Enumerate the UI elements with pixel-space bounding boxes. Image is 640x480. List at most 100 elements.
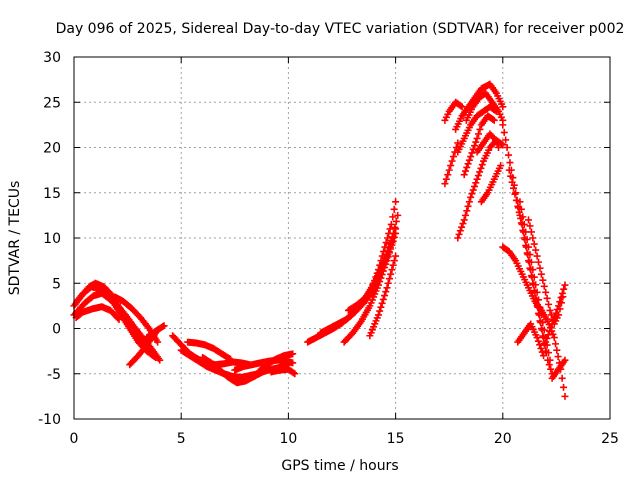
data-point-marker (387, 270, 395, 278)
data-point-marker (290, 369, 298, 377)
y-tick-label: 20 (43, 141, 61, 157)
data-point-marker (508, 178, 516, 186)
data-point (392, 229, 400, 237)
data-point-marker (384, 279, 392, 287)
data-point-marker (530, 240, 538, 248)
data-point-marker (448, 157, 456, 165)
data-arc (542, 281, 569, 346)
data-arc (548, 356, 569, 382)
data-point (499, 141, 507, 149)
data-point (561, 356, 569, 364)
data-point-marker (557, 294, 565, 302)
data-point (555, 302, 563, 310)
data-point-marker (558, 289, 566, 297)
data-point-marker (381, 292, 389, 300)
data-point-marker (442, 175, 450, 183)
data-point-marker (543, 294, 551, 302)
data-point-marker (382, 260, 390, 268)
data-point-marker (385, 229, 393, 237)
data-point-marker (461, 211, 469, 219)
data-point (441, 180, 449, 188)
data-point-marker (547, 324, 555, 332)
data-point-marker (554, 353, 562, 361)
data-point-marker (457, 102, 465, 110)
data-point (460, 171, 468, 179)
data-point-marker (545, 349, 553, 357)
data-point (374, 281, 382, 289)
data-point (370, 284, 378, 292)
data-point (529, 234, 537, 242)
x-tick-label: 15 (387, 431, 405, 447)
data-point (392, 198, 400, 206)
data-point-marker (465, 198, 473, 206)
data-point-marker (373, 269, 381, 277)
data-point (520, 220, 528, 228)
data-point-marker (377, 257, 385, 265)
data-point-marker (517, 205, 525, 213)
data-arc (72, 303, 123, 323)
data-point-marker (476, 125, 484, 133)
data-point-marker (390, 205, 398, 213)
data-point-marker (526, 222, 534, 230)
data-arc (199, 353, 292, 387)
y-tick-label: 25 (43, 95, 61, 111)
data-point-marker (505, 151, 513, 159)
data-point-marker (455, 230, 463, 238)
data-point-marker (512, 196, 520, 204)
data-point (510, 184, 518, 192)
data-point (514, 202, 522, 210)
y-tick-label: 15 (43, 186, 61, 202)
data-point-marker (389, 213, 397, 221)
data-point (490, 116, 498, 124)
data-point-marker (540, 326, 548, 334)
data-point-marker (527, 228, 535, 236)
data-point-marker (476, 168, 484, 176)
data-point (289, 350, 297, 358)
data-point (160, 322, 168, 330)
data-point-marker (388, 241, 396, 249)
data-point-marker (537, 344, 545, 352)
data-point-marker (383, 234, 391, 242)
data-point-marker (500, 128, 508, 136)
data-point-marker (470, 142, 478, 150)
data-point (449, 153, 457, 161)
data-point-marker (376, 278, 384, 286)
y-tick-label: 0 (52, 322, 61, 338)
chart-title: Day 096 of 2025, Sidereal Day-to-day VTE… (56, 21, 625, 37)
data-arc (340, 229, 400, 346)
data-point-marker (523, 236, 531, 244)
data-point-marker (498, 140, 506, 148)
data-point (291, 370, 299, 378)
data-point (499, 121, 507, 129)
data-arc (477, 162, 505, 206)
data-point-marker (553, 346, 561, 354)
data-arc (184, 338, 235, 363)
data-point (561, 392, 569, 400)
x-tick-label: 10 (279, 431, 297, 447)
data-point-marker (552, 340, 560, 348)
data-point (537, 270, 545, 278)
y-tick-label: 30 (43, 50, 61, 66)
data-point (394, 211, 402, 219)
data-point-marker (385, 275, 393, 283)
data-arc (254, 350, 297, 376)
x-tick-label: 20 (494, 431, 512, 447)
data-point-marker (552, 309, 560, 317)
data-point-marker (459, 220, 467, 228)
data-point (458, 103, 466, 111)
data-point (542, 288, 550, 296)
data-point-marker (469, 186, 477, 194)
data-point-marker (382, 239, 390, 247)
data-point-marker (489, 133, 497, 141)
data-arc (460, 112, 498, 179)
data-point (445, 166, 453, 174)
data-point-marker (458, 223, 466, 231)
data-point (505, 166, 513, 174)
data-point-marker (387, 245, 395, 253)
data-arc (344, 284, 378, 314)
data-arc (267, 365, 299, 378)
data-point-marker (389, 261, 397, 269)
data-point-marker (378, 252, 386, 260)
data-point-marker (547, 365, 555, 373)
data-point (550, 334, 558, 342)
